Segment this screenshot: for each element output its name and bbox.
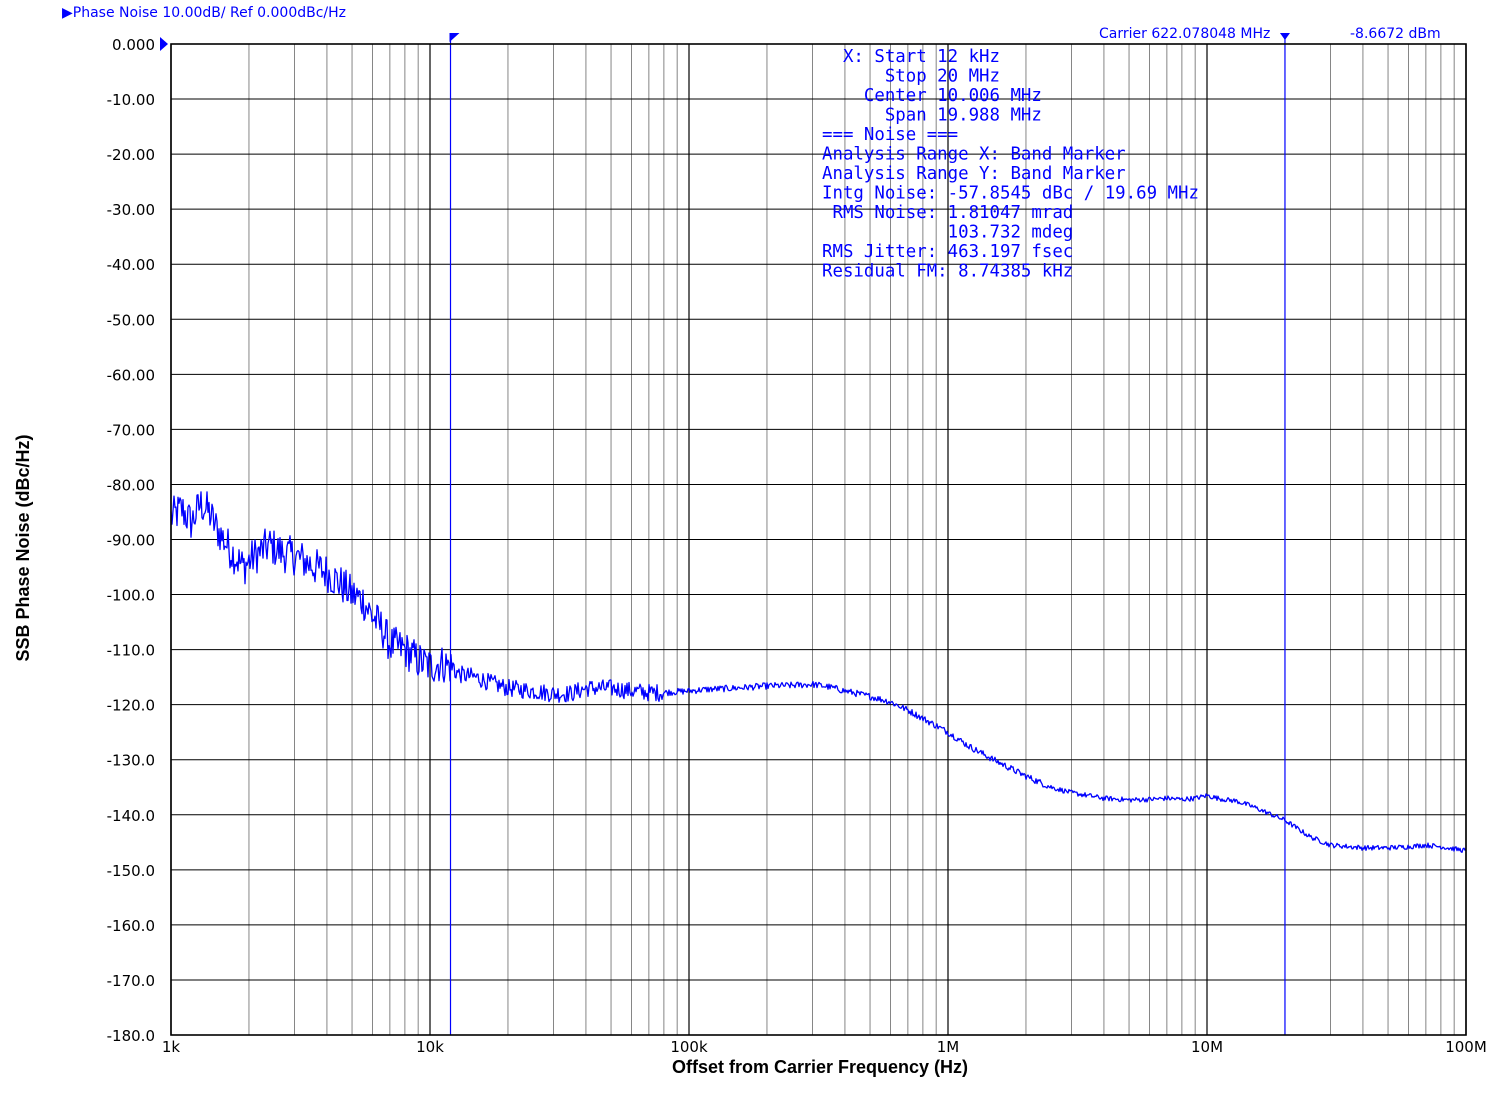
plot-frame [170, 43, 1467, 1036]
x-tick-label: 1M [937, 1038, 960, 1056]
annotation-line: Intg Noise: -57.8545 dBc / 19.69 MHz [822, 184, 1199, 204]
annotation-line: 103.732 mdeg [822, 223, 1073, 243]
x-tick-label: 10M [1191, 1038, 1223, 1056]
phase-noise-trace [170, 491, 1467, 853]
x-tick-labels: 1k 10k 100k 1M 10M 100M [162, 1038, 1487, 1056]
annotation-line: === Noise === [822, 125, 958, 145]
x-axis-label: Offset from Carrier Frequency (Hz) [672, 1057, 968, 1077]
band-marker-start-icon [449, 33, 460, 42]
y-tick-label: -40.00 [107, 256, 155, 274]
major-grid [170, 43, 1467, 1036]
annotation-line: Analysis Range Y: Band Marker [822, 164, 1126, 184]
y-tick-label: -160.0 [107, 917, 155, 935]
y-tick-label: -20.00 [107, 146, 155, 164]
band-markers [449, 33, 1290, 1035]
carrier-power: -8.6672 dBm [1350, 26, 1441, 42]
y-tick-label: -60.00 [107, 366, 155, 384]
y-axis-label: SSB Phase Noise (dBc/Hz) [13, 434, 33, 661]
y-tick-label: -130.0 [107, 752, 155, 770]
y-tick-label: -180.0 [107, 1027, 155, 1045]
y-tick-label: -100.0 [107, 587, 155, 605]
annotation-line: RMS Noise: 1.81047 mrad [822, 203, 1073, 223]
y-tick-label: -170.0 [107, 972, 155, 990]
ref-level-marker-icon [160, 37, 168, 51]
scale-label: ▶Phase Noise 10.00dB/ Ref 0.000dBc/Hz [62, 5, 346, 21]
y-tick-label: -80.00 [107, 476, 155, 494]
band-marker-stop-icon [1279, 33, 1290, 40]
y-tick-label: 0.000 [112, 36, 155, 54]
annotation-line: Residual FM: 8.74385 kHz [822, 262, 1073, 282]
x-tick-label: 1k [162, 1038, 181, 1056]
annotation-line: Analysis Range X: Band Marker [822, 145, 1126, 165]
x-tick-label: 100k [670, 1038, 708, 1056]
noise-analysis-annotation: X: Start 12 kHz Stop 20 MHz Center 10.00… [822, 47, 1199, 282]
annotation-line: Stop 20 MHz [822, 67, 1000, 87]
x-tick-label: 10k [416, 1038, 444, 1056]
scale-label-text: Phase Noise 10.00dB/ Ref 0.000dBc/Hz [72, 5, 347, 21]
annotation-line: Center 10.006 MHz [822, 86, 1042, 106]
annotation-line: RMS Jitter: 463.197 fsec [822, 242, 1073, 262]
y-tick-label: -110.0 [107, 642, 155, 660]
y-tick-label: -140.0 [107, 807, 155, 825]
annotation-line: X: Start 12 kHz [822, 47, 1000, 67]
annotation-line: Span 19.988 MHz [822, 106, 1042, 126]
y-tick-label: -120.0 [107, 697, 155, 715]
y-tick-label: -90.00 [107, 532, 155, 550]
y-tick-label: -50.00 [107, 311, 155, 329]
y-tick-labels: 0.000 -10.00 -20.00 -30.00 -40.00 -50.00 -60.0… [107, 36, 155, 1045]
y-tick-label: -150.0 [107, 862, 155, 880]
carrier-label: Carrier 622.078048 MHz [1099, 26, 1271, 42]
y-tick-label: -70.00 [107, 421, 155, 439]
ref-arrow-icon: ▶ [62, 5, 73, 21]
x-tick-label: 100M [1445, 1038, 1487, 1056]
y-tick-label: -10.00 [107, 91, 155, 109]
y-tick-label: -30.00 [107, 201, 155, 219]
